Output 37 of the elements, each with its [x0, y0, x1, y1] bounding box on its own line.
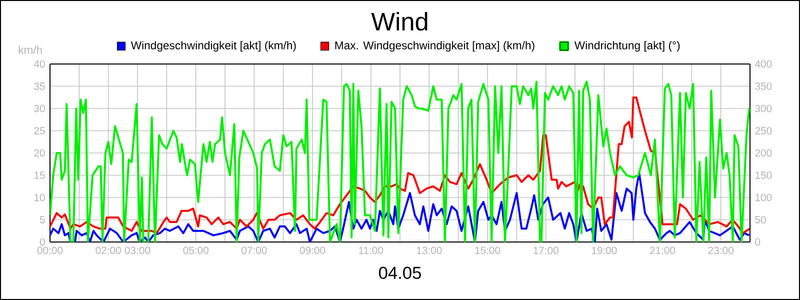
y-tick-label: 0 — [40, 238, 45, 246]
y2-tick-label: 150 — [756, 172, 772, 179]
y-tick-label: 35 — [34, 82, 45, 90]
x-tick-label: 15:00 — [475, 246, 500, 254]
y-tick-label: 20 — [34, 149, 45, 157]
y2-tick-label: 300 — [755, 104, 772, 112]
y2-tick-label: 50 — [755, 216, 766, 224]
legend-label: Windgeschwindigkeit [akt] (km/h) — [130, 41, 296, 52]
y-tick-label: 25 — [34, 127, 45, 134]
x-tick-label: 23:00 — [708, 246, 734, 254]
legend-label: Windrichtung [akt] (°) — [574, 41, 680, 52]
y-axis-title: km/h — [18, 46, 42, 54]
x-tick-label: 07:00 — [242, 246, 267, 254]
y2-tick-label: 200 — [755, 149, 772, 157]
x-axis-title: 04.05 — [378, 266, 421, 279]
x-tick-label: 09:00 — [300, 246, 326, 254]
x-tick-label: 21:00 — [650, 246, 676, 254]
x-tick-label: 19:00 — [592, 246, 617, 254]
y-tick-label: 5 — [40, 216, 45, 224]
x-tick-label: 00:00 — [37, 246, 63, 254]
x-tick-label: 02:00 — [96, 246, 121, 254]
y2-tick-label: 0 — [755, 238, 760, 246]
y-tick-label: 10 — [34, 194, 45, 202]
y2-tick-label: 100 — [756, 194, 772, 202]
y2-tick-label: 400 — [754, 60, 772, 68]
x-tick-label: 05:00 — [183, 246, 208, 254]
y2-tick-label: 350 — [755, 82, 772, 90]
x-tick-label: 13:00 — [416, 246, 442, 254]
y2-tick-label: 250 — [755, 127, 772, 134]
x-tick-label: 03:00 — [124, 246, 150, 254]
y-tick-label: 40 — [34, 60, 45, 68]
y-tick-label: 15 — [34, 172, 45, 179]
legend-label: Max. Windgeschwindigkeit [max] (km/h) — [335, 41, 534, 52]
y-tick-label: 30 — [34, 104, 45, 112]
x-tick-label: 11:00 — [359, 246, 384, 254]
x-tick-label: 17:00 — [534, 246, 558, 254]
chart-title: Wind — [371, 12, 428, 31]
